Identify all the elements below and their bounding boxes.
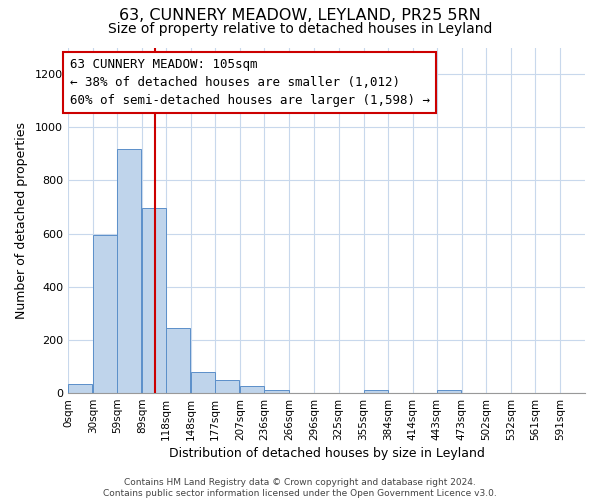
Text: Size of property relative to detached houses in Leyland: Size of property relative to detached ho… <box>108 22 492 36</box>
Bar <box>437 390 461 393</box>
Y-axis label: Number of detached properties: Number of detached properties <box>15 122 28 319</box>
X-axis label: Distribution of detached houses by size in Leyland: Distribution of detached houses by size … <box>169 447 484 460</box>
Bar <box>68 384 92 393</box>
Text: Contains HM Land Registry data © Crown copyright and database right 2024.
Contai: Contains HM Land Registry data © Crown c… <box>103 478 497 498</box>
Bar <box>93 235 117 393</box>
Bar <box>364 390 388 393</box>
Bar <box>240 386 265 393</box>
Text: 63, CUNNERY MEADOW, LEYLAND, PR25 5RN: 63, CUNNERY MEADOW, LEYLAND, PR25 5RN <box>119 8 481 22</box>
Text: 63 CUNNERY MEADOW: 105sqm
← 38% of detached houses are smaller (1,012)
60% of se: 63 CUNNERY MEADOW: 105sqm ← 38% of detac… <box>70 58 430 107</box>
Bar <box>265 390 289 393</box>
Bar <box>166 328 190 393</box>
Bar <box>142 208 166 393</box>
Bar <box>191 372 215 393</box>
Bar <box>117 148 141 393</box>
Bar <box>215 380 239 393</box>
